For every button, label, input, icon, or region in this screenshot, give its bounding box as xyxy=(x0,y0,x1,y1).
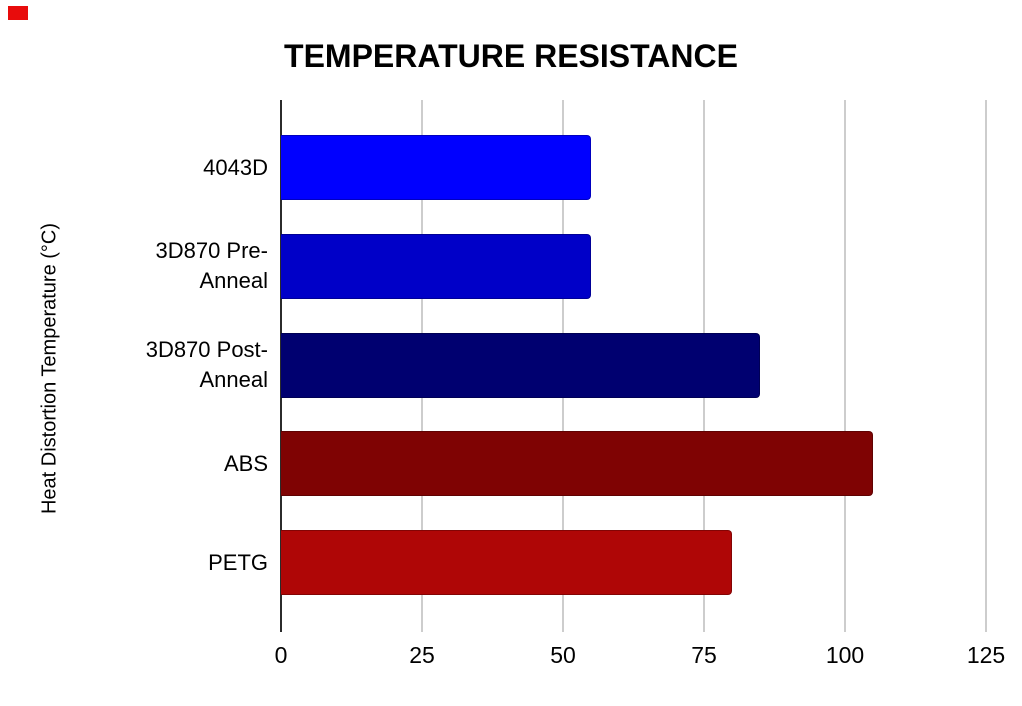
category-label: 3D870 Post- Anneal xyxy=(145,337,268,392)
category-label: 4043D xyxy=(203,154,268,180)
bar-4043d xyxy=(281,135,592,200)
category-label: ABS xyxy=(223,450,268,476)
bar-abs xyxy=(281,431,874,497)
x-tick-label: 100 xyxy=(825,642,865,668)
x-tick-label: 75 xyxy=(691,642,717,668)
x-tick-label: 50 xyxy=(550,642,576,668)
category-label: 3D870 Pre- Anneal xyxy=(155,238,268,294)
x-tick-label: 25 xyxy=(409,642,435,668)
gridline xyxy=(844,100,846,632)
red-marker xyxy=(8,6,28,20)
bar-petg xyxy=(281,530,733,595)
x-tick-label: 0 xyxy=(274,642,288,668)
chart-title: TEMPERATURE RESISTANCE xyxy=(284,38,738,74)
bar-3d870-post-anneal xyxy=(281,332,761,398)
x-tick-label: 125 xyxy=(966,642,1006,668)
gridline xyxy=(985,100,987,632)
y-axis-title: Heat Distortion Temperature (°C) xyxy=(38,222,61,515)
bar-3d870-pre-anneal xyxy=(281,233,592,299)
category-label: PETG xyxy=(208,549,268,575)
